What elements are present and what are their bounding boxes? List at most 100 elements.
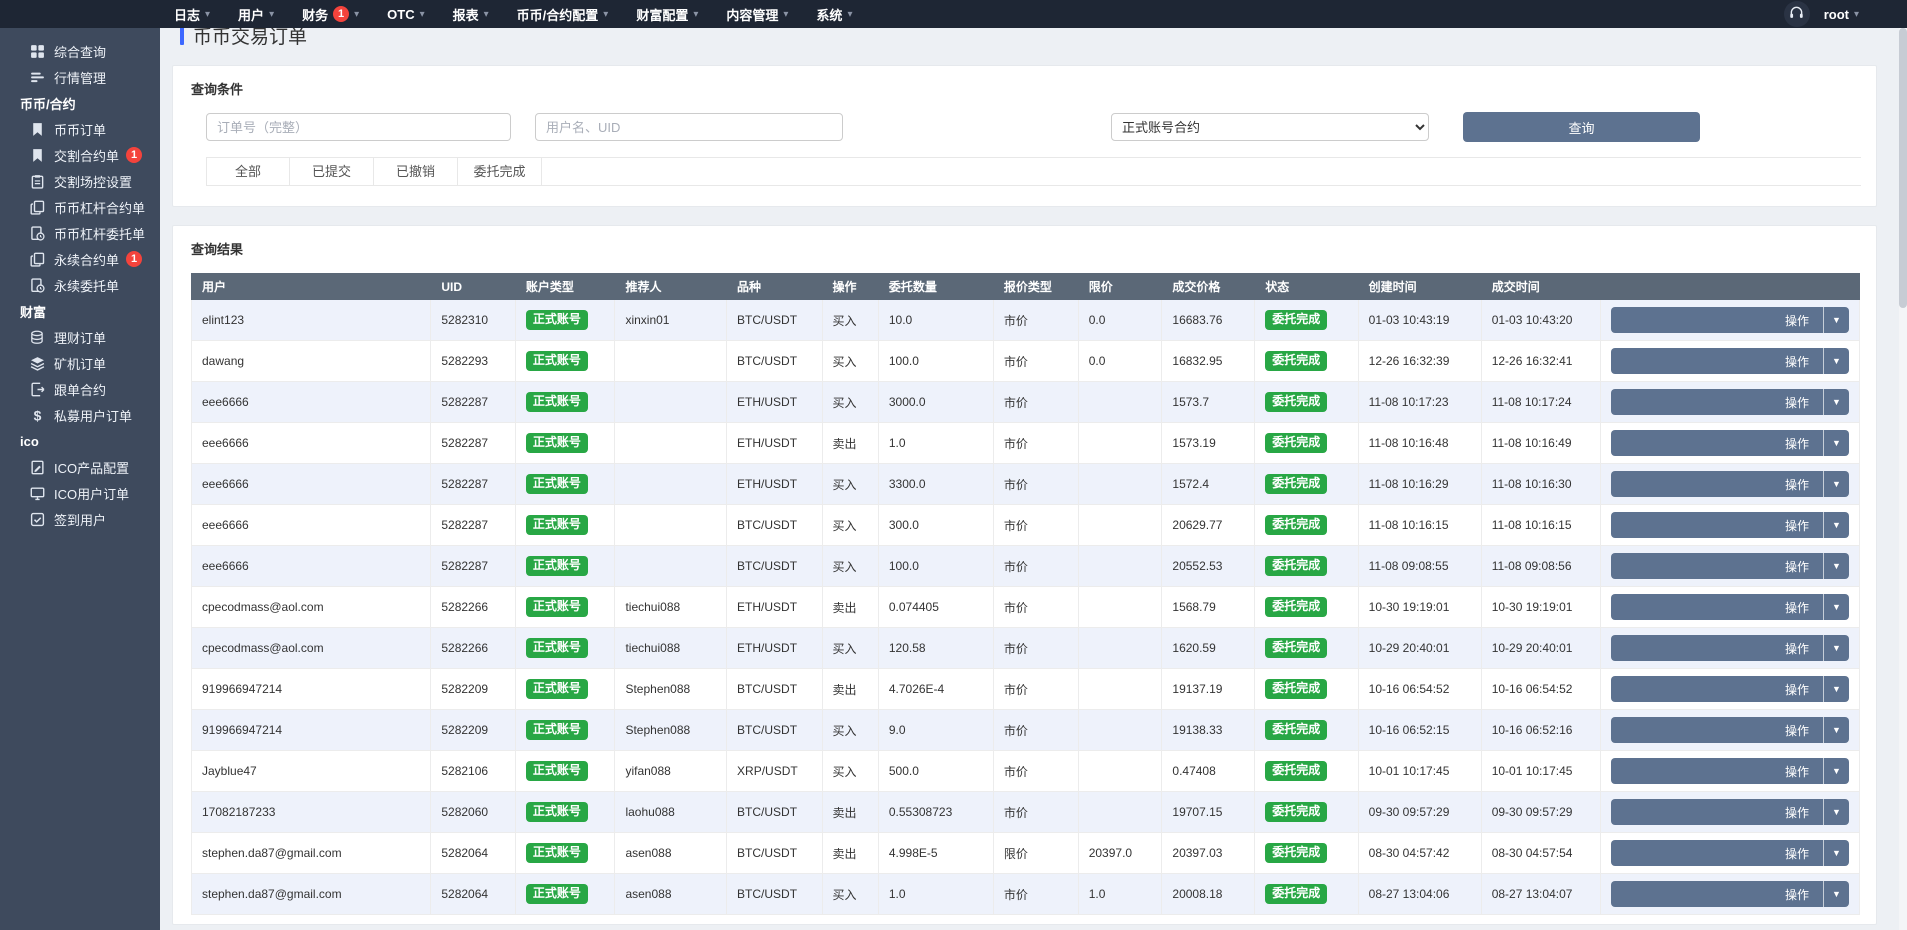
action-dropdown-toggle[interactable]: ▼: [1823, 799, 1849, 825]
cell-user: elint123: [192, 300, 431, 341]
cell-deal-time: 10-16 06:54:52: [1481, 669, 1600, 710]
action-button-label: 操作: [1771, 758, 1823, 784]
action-dropdown-toggle[interactable]: ▼: [1823, 430, 1849, 456]
action-dropdown-toggle[interactable]: ▼: [1823, 840, 1849, 866]
nav-item[interactable]: 用户▾: [224, 0, 288, 28]
action-dropdown-toggle[interactable]: ▼: [1823, 348, 1849, 374]
cell-limit-price: 0.0: [1078, 300, 1162, 341]
scrollbar-thumb[interactable]: [1899, 28, 1907, 308]
nav-item[interactable]: 报表▾: [439, 0, 503, 28]
status-badge: 委托完成: [1265, 433, 1327, 452]
action-button[interactable]: 操作▼: [1611, 307, 1849, 333]
coins-icon: [30, 330, 45, 345]
status-badge: 委托完成: [1265, 884, 1327, 903]
action-button[interactable]: 操作▼: [1611, 594, 1849, 620]
account-type-badge: 正式账号: [526, 392, 588, 411]
action-button[interactable]: 操作▼: [1611, 758, 1849, 784]
cell-account-type: 正式账号: [515, 505, 615, 546]
action-button[interactable]: 操作▼: [1611, 881, 1849, 907]
cell-user: eee6666: [192, 382, 431, 423]
sidebar-item[interactable]: 综合查询: [0, 38, 160, 64]
action-button[interactable]: 操作▼: [1611, 553, 1849, 579]
action-button[interactable]: 操作▼: [1611, 430, 1849, 456]
action-button[interactable]: 操作▼: [1611, 471, 1849, 497]
status-tab[interactable]: 已撤销: [374, 158, 458, 185]
clipboard-icon: [30, 174, 45, 189]
cell-account-type: 正式账号: [515, 751, 615, 792]
action-dropdown-toggle[interactable]: ▼: [1823, 553, 1849, 579]
action-dropdown-toggle[interactable]: ▼: [1823, 676, 1849, 702]
action-button[interactable]: 操作▼: [1611, 840, 1849, 866]
cell-price-type: 市价: [993, 505, 1078, 546]
search-button[interactable]: 查询: [1463, 112, 1700, 142]
scrollbar[interactable]: [1899, 28, 1907, 930]
action-dropdown-toggle[interactable]: ▼: [1823, 594, 1849, 620]
cell-deal-price: 1568.79: [1162, 587, 1255, 628]
search-panel: 查询条件 正式账号合约 查询 全部已提交已撤销委托完成: [172, 65, 1877, 207]
status-tab[interactable]: 已提交: [290, 158, 374, 185]
username-uid-input[interactable]: [535, 113, 843, 141]
cell-deal-price: 1573.19: [1162, 423, 1255, 464]
sidebar-item[interactable]: 永续委托单: [0, 272, 160, 298]
action-button-label: 操作: [1771, 799, 1823, 825]
table-row: dawang5282293正式账号BTC/USDT买入100.0市价0.0168…: [192, 341, 1860, 382]
cell-created-time: 10-29 20:40:01: [1358, 628, 1481, 669]
action-dropdown-toggle[interactable]: ▼: [1823, 471, 1849, 497]
account-type-select[interactable]: 正式账号合约: [1111, 113, 1429, 141]
order-no-input[interactable]: [206, 113, 511, 141]
support-button[interactable]: [1784, 1, 1810, 27]
action-button[interactable]: 操作▼: [1611, 512, 1849, 538]
cell-limit-price: [1078, 382, 1162, 423]
sidebar-item[interactable]: 币币订单: [0, 116, 160, 142]
sidebar-item[interactable]: 交割场控设置: [0, 168, 160, 194]
sidebar-item[interactable]: 币币杠杆委托单: [0, 220, 160, 246]
column-header: 状态: [1255, 274, 1358, 300]
action-dropdown-toggle[interactable]: ▼: [1823, 635, 1849, 661]
cell-account-type: 正式账号: [515, 874, 615, 915]
cell-amount: 120.58: [878, 628, 993, 669]
action-button[interactable]: 操作▼: [1611, 635, 1849, 661]
status-tab[interactable]: 全部: [206, 158, 290, 185]
sidebar-item[interactable]: ICO产品配置: [0, 454, 160, 480]
action-dropdown-toggle[interactable]: ▼: [1823, 758, 1849, 784]
sidebar-item[interactable]: 签到用户: [0, 506, 160, 532]
account-type-badge: 正式账号: [526, 474, 588, 493]
nav-item[interactable]: 日志▾: [160, 0, 224, 28]
action-dropdown-toggle[interactable]: ▼: [1823, 512, 1849, 538]
sidebar-item[interactable]: $私募用户订单: [0, 402, 160, 428]
sidebar-item[interactable]: 矿机订单: [0, 350, 160, 376]
action-button[interactable]: 操作▼: [1611, 676, 1849, 702]
action-dropdown-toggle[interactable]: ▼: [1823, 389, 1849, 415]
account-type-badge: 正式账号: [526, 761, 588, 780]
sidebar-item[interactable]: 币币杠杆合约单: [0, 194, 160, 220]
nav-item[interactable]: 财富配置▾: [622, 0, 712, 28]
sidebar-item[interactable]: 永续合约单1: [0, 246, 160, 272]
action-button[interactable]: 操作▼: [1611, 799, 1849, 825]
nav-item[interactable]: 财务1▾: [288, 0, 373, 28]
bookmark-icon: [30, 122, 45, 137]
cell-side: 买入: [822, 874, 878, 915]
sidebar-item[interactable]: 理财订单: [0, 324, 160, 350]
cell-referrer: [615, 546, 727, 587]
action-button[interactable]: 操作▼: [1611, 717, 1849, 743]
cell-referrer: [615, 382, 727, 423]
action-dropdown-toggle[interactable]: ▼: [1823, 307, 1849, 333]
column-header: 操作: [822, 274, 878, 300]
cell-account-type: 正式账号: [515, 341, 615, 382]
nav-item[interactable]: 内容管理▾: [712, 0, 802, 28]
nav-item[interactable]: OTC▾: [373, 0, 438, 28]
action-dropdown-toggle[interactable]: ▼: [1823, 881, 1849, 907]
nav-item[interactable]: 系统▾: [802, 0, 866, 28]
sidebar-item[interactable]: ICO用户订单: [0, 480, 160, 506]
sidebar-item[interactable]: 交割合约单1: [0, 142, 160, 168]
status-tab[interactable]: 委托完成: [458, 158, 542, 185]
status-badge: 委托完成: [1265, 679, 1327, 698]
action-dropdown-toggle[interactable]: ▼: [1823, 717, 1849, 743]
sidebar-item[interactable]: 跟单合约: [0, 376, 160, 402]
sidebar-item[interactable]: 行情管理: [0, 64, 160, 90]
cell-price-type: 市价: [993, 300, 1078, 341]
nav-item[interactable]: 币币/合约配置▾: [503, 0, 623, 28]
action-button[interactable]: 操作▼: [1611, 348, 1849, 374]
action-button[interactable]: 操作▼: [1611, 389, 1849, 415]
user-menu[interactable]: root ▾: [1824, 7, 1859, 22]
